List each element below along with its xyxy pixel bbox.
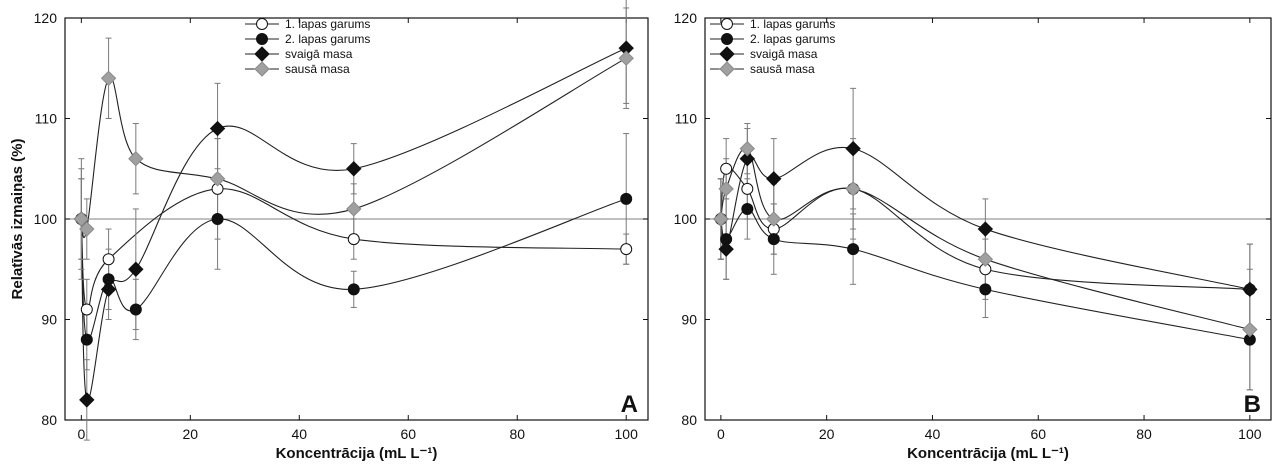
y-tick-label: 100 xyxy=(34,211,58,227)
data-point-series-2 xyxy=(767,233,780,246)
data-point-series-3 xyxy=(718,241,734,257)
data-point-series-4 xyxy=(73,211,90,227)
y-tick-label: 90 xyxy=(41,312,57,328)
legend-marker xyxy=(719,46,735,62)
legend-label: 2. lapas garums xyxy=(285,32,370,46)
data-point-series-4 xyxy=(739,140,756,157)
data-point-series-1 xyxy=(620,243,633,256)
x-tick-label: 80 xyxy=(1136,426,1152,442)
x-tick-label: 80 xyxy=(509,426,525,442)
data-point-series-4 xyxy=(845,181,861,197)
legend-item-4: sausā masa xyxy=(245,61,350,77)
legend-marker xyxy=(256,33,268,45)
data-point-series-3 xyxy=(100,281,117,298)
data-point-series-4 xyxy=(209,171,226,187)
panel-label: B xyxy=(1244,391,1261,418)
x-tick-label: 60 xyxy=(400,426,416,442)
data-point-series-4 xyxy=(100,70,117,87)
x-tick-label: 0 xyxy=(77,426,85,442)
x-tick-label: 0 xyxy=(717,426,725,442)
data-point-series-3 xyxy=(79,392,95,408)
legend-item-4: sausā masa xyxy=(710,61,815,77)
data-point-series-1 xyxy=(80,303,93,316)
data-point-series-2 xyxy=(80,333,93,346)
data-point-series-4 xyxy=(618,50,634,66)
data-point-series-2 xyxy=(979,283,992,296)
data-point-series-3 xyxy=(739,150,756,167)
legend-label: 1. lapas garums xyxy=(285,17,370,31)
data-point-series-4 xyxy=(346,201,362,217)
data-point-series-2 xyxy=(129,303,142,316)
x-tick-label: 60 xyxy=(1030,426,1046,442)
data-point-series-2 xyxy=(211,213,224,225)
x-axis-title: Koncentrācija (mL L⁻¹) xyxy=(907,445,1069,462)
data-point-series-2 xyxy=(620,192,633,205)
data-point-series-4 xyxy=(718,181,734,197)
data-point-series-4 xyxy=(1242,321,1258,338)
y-tick-label: 80 xyxy=(681,412,697,428)
x-tick-label: 100 xyxy=(615,426,639,442)
data-point-series-3 xyxy=(209,120,226,137)
y-tick-label: 110 xyxy=(35,111,58,127)
panel-label: A xyxy=(621,391,638,418)
data-point-series-2 xyxy=(741,202,754,215)
data-point-series-3 xyxy=(845,140,861,157)
data-point-series-1 xyxy=(347,233,360,246)
legend-item-2: 2. lapas garums xyxy=(710,32,835,46)
data-point-series-1 xyxy=(720,162,733,175)
data-point-series-2 xyxy=(347,283,360,296)
chart-panel-a: 80 90 100 110 120 0 20 40 60 80 100 Koncentrācija (… xyxy=(9,0,649,462)
chart-panel-b: 80 90 100 110 120 0 20 40 60 80 100 Koncentrācija (… xyxy=(674,10,1272,462)
x-tick-label: 100 xyxy=(1238,426,1262,442)
legend-item-2: 2. lapas garums xyxy=(245,32,370,46)
data-point-series-4 xyxy=(977,251,994,267)
legend-marker xyxy=(719,61,735,77)
legend-marker xyxy=(254,46,270,62)
data-point-series-1 xyxy=(102,253,115,266)
data-point-series-3 xyxy=(1242,281,1258,298)
data-point-series-3 xyxy=(346,161,362,177)
y-tick-label: 120 xyxy=(674,10,698,26)
legend-marker xyxy=(721,18,733,30)
x-tick-label: 20 xyxy=(819,426,835,442)
y-tick-label: 110 xyxy=(675,111,698,127)
series-curve-4 xyxy=(720,147,1250,331)
legend-label: 2. lapas garums xyxy=(750,32,835,46)
data-point-series-4 xyxy=(79,221,95,237)
data-point-series-3 xyxy=(766,171,782,187)
y-tick-label: 100 xyxy=(674,211,698,227)
x-tick-label: 20 xyxy=(183,426,199,442)
data-point-series-4 xyxy=(128,150,144,167)
legend-label: sausā masa xyxy=(285,62,350,76)
data-point-series-4 xyxy=(766,211,782,227)
y-axis-title: Relatīvās izmaiņas (%) xyxy=(9,139,26,300)
legend-item-1: 1. lapas garums xyxy=(245,17,370,31)
legend-label: 1. lapas garums xyxy=(750,17,835,31)
legend-item-1: 1. lapas garums xyxy=(710,17,835,31)
x-tick-label: 40 xyxy=(925,426,941,442)
y-tick-label: 120 xyxy=(34,10,58,26)
legend-marker xyxy=(254,61,270,77)
data-point-series-1 xyxy=(741,182,754,195)
legend-item-3: svaigā masa xyxy=(245,46,353,62)
data-point-series-3 xyxy=(128,261,144,277)
data-point-series-2 xyxy=(847,243,860,256)
data-point-series-3 xyxy=(977,221,994,237)
series-curve-4 xyxy=(80,57,627,239)
legend-label: svaigā masa xyxy=(750,47,818,61)
y-tick-label: 90 xyxy=(681,312,697,328)
data-point-series-4 xyxy=(713,211,729,227)
legend-marker xyxy=(721,33,733,45)
legend-label: sausā masa xyxy=(750,62,815,76)
legend-item-3: svaigā masa xyxy=(710,46,818,62)
legend-marker xyxy=(256,18,268,30)
x-axis-title: Koncentrācija (mL L⁻¹) xyxy=(276,445,438,462)
x-tick-label: 40 xyxy=(292,426,308,442)
legend-label: svaigā masa xyxy=(285,47,353,61)
y-tick-label: 80 xyxy=(41,412,57,428)
